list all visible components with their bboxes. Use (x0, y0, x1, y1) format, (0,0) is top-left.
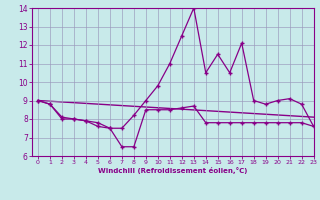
X-axis label: Windchill (Refroidissement éolien,°C): Windchill (Refroidissement éolien,°C) (98, 167, 247, 174)
